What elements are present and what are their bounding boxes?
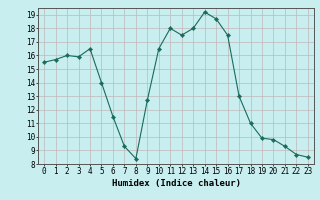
X-axis label: Humidex (Indice chaleur): Humidex (Indice chaleur) (111, 179, 241, 188)
